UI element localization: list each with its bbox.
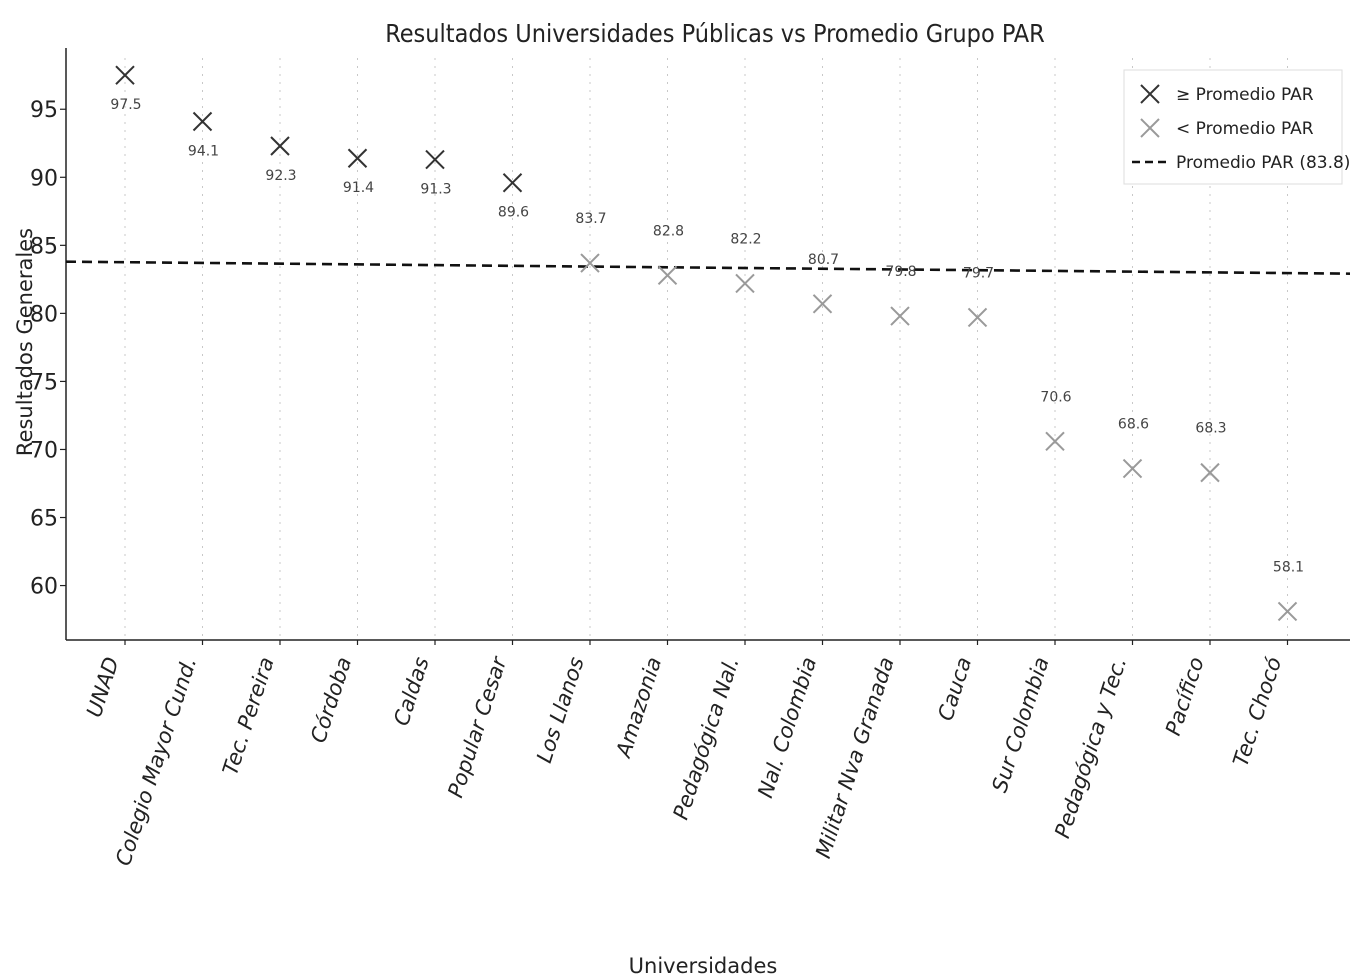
x-tick-label: Los Llanos <box>532 654 589 766</box>
y-ticks: 60 65 70 75 80 85 90 95 <box>30 98 66 600</box>
x-tick-label: Nal. Colombia <box>753 654 821 801</box>
data-point <box>1122 458 1143 479</box>
grid-lines <box>124 58 1288 640</box>
data-point <box>657 265 678 285</box>
x-tick-label: Amazonia <box>611 654 666 762</box>
data-label: 97.5 <box>110 97 141 113</box>
x-tick-label: Colegio Mayor Cund. <box>111 654 201 869</box>
data-points <box>115 65 1298 622</box>
reference-line <box>65 260 1351 275</box>
y-tick-label: 85 <box>30 234 58 259</box>
data-point-stroke <box>735 273 755 294</box>
data-label: 91.4 <box>343 180 374 196</box>
data-label: 68.6 <box>1118 417 1149 433</box>
x-tick-label: Caldas <box>389 654 434 729</box>
x-tick-label: Sur Colombia <box>987 654 1053 795</box>
y-tick-label: 75 <box>30 370 58 395</box>
data-label: 68.3 <box>1195 421 1226 437</box>
data-point-stroke <box>812 294 833 314</box>
data-label: 79.7 <box>963 265 994 281</box>
data-label: 91.3 <box>420 182 451 198</box>
chart-title: Resultados Universidades Públicas vs Pro… <box>385 19 1045 48</box>
data-point-stroke <box>1045 431 1065 452</box>
data-label: 83.7 <box>575 211 606 227</box>
legend-above-label: ≥ Promedio PAR <box>1176 85 1314 105</box>
x-tick-label: Pedagógica y Tec. <box>1050 654 1131 841</box>
data-point-stroke <box>270 136 290 156</box>
y-tick-label: 90 <box>30 166 58 191</box>
data-point <box>580 253 600 273</box>
data-point-stroke <box>1200 462 1220 483</box>
x-tick-label: Pedagógica Nal. <box>669 654 744 822</box>
data-point-stroke <box>1277 601 1298 622</box>
x-tick-label: Cauca <box>933 654 976 723</box>
x-tick-label: Tec. Pereira <box>218 654 279 778</box>
legend: ≥ Promedio PAR < Promedio PAR Promedio P… <box>1123 69 1350 185</box>
data-point-stroke <box>967 307 988 328</box>
y-axis-label: Resultados Generales <box>13 228 37 456</box>
y-tick-label: 65 <box>30 507 58 532</box>
data-label: 58.1 <box>1273 559 1304 575</box>
legend-box <box>1123 69 1343 185</box>
data-point <box>1277 601 1298 622</box>
data-label: 89.6 <box>498 205 529 221</box>
x-axis-label: Universidades <box>629 954 778 978</box>
data-label: 79.8 <box>885 264 916 280</box>
data-point <box>425 149 445 170</box>
data-point-stroke <box>192 111 213 132</box>
legend-reference-label: Promedio PAR (83.8) <box>1176 153 1350 173</box>
legend-below-marker <box>1140 118 1160 138</box>
reference-line-group <box>65 260 1351 275</box>
data-point-stroke <box>1122 458 1143 479</box>
data-point <box>347 148 368 168</box>
data-point-stroke <box>580 253 600 273</box>
x-tick-label: Militar Nva Granada <box>811 654 899 861</box>
data-point <box>270 136 290 156</box>
data-point <box>192 111 213 132</box>
data-point-stroke <box>657 265 678 285</box>
data-label: 80.7 <box>808 252 839 268</box>
data-point-stroke <box>115 65 135 85</box>
data-point-stroke <box>347 148 368 168</box>
data-label: 82.2 <box>730 231 761 247</box>
data-label: 70.6 <box>1040 389 1071 405</box>
data-point <box>1045 431 1065 452</box>
y-tick-label: 70 <box>30 438 58 463</box>
data-point <box>735 273 755 294</box>
x-tick-label: Tec. Chocó <box>1228 654 1286 769</box>
legend-below-label: < Promedio PAR <box>1176 119 1314 139</box>
y-tick-label: 60 <box>30 575 58 600</box>
x-tick-label: Córdoba <box>306 654 356 746</box>
y-tick-label: 80 <box>30 302 58 327</box>
data-label: 82.8 <box>653 223 684 239</box>
x-tick-label: Pacífico <box>1161 654 1209 738</box>
y-tick-label: 95 <box>30 98 58 123</box>
data-point-stroke <box>890 306 910 326</box>
data-point <box>967 307 988 328</box>
x-tick-label: UNAD <box>82 654 124 720</box>
data-point-stroke <box>425 149 445 170</box>
x-tick-label: Popular Cesar <box>443 653 511 801</box>
data-point <box>115 65 135 85</box>
data-label: 94.1 <box>188 143 219 159</box>
data-point <box>502 173 523 193</box>
data-labels: 97.5 94.1 92.3 91.4 91.3 89.6 83.7 82.8 82.2 80.7… <box>110 97 1304 575</box>
data-point <box>1200 462 1220 483</box>
data-point <box>812 294 833 314</box>
data-label: 92.3 <box>265 168 296 184</box>
data-point-stroke <box>502 173 523 193</box>
data-point <box>890 306 910 326</box>
legend-above-marker <box>1140 84 1160 104</box>
